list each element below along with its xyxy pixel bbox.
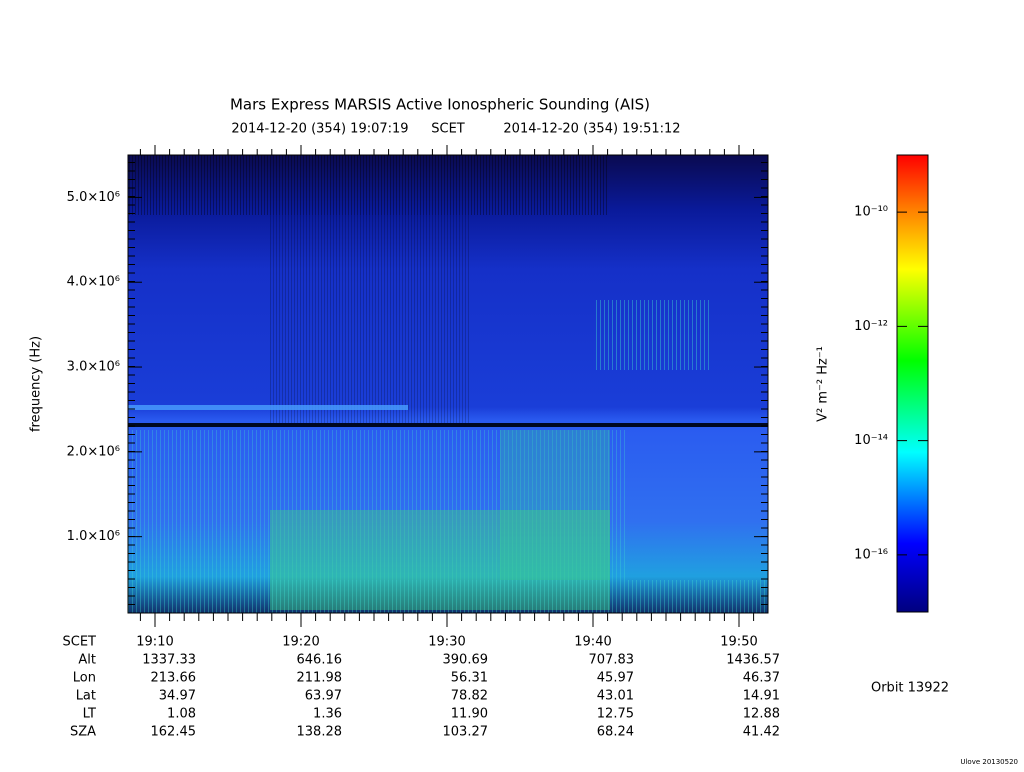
y-tick-label: 5.0×10⁶ xyxy=(67,190,120,205)
colorbar-tick-label: 10⁻¹² xyxy=(854,319,888,334)
y-tick-label: 1.0×10⁶ xyxy=(67,529,120,544)
x-tick-label: 19:30 xyxy=(428,635,465,650)
row-value: 12.75 xyxy=(597,707,634,722)
start-time: 2014-12-20 (354) 19:07:19 xyxy=(231,122,408,137)
x-tick-label: 19:10 xyxy=(136,635,173,650)
x-tick-label: 19:40 xyxy=(574,635,611,650)
version: Ulove 20130520 xyxy=(960,758,1018,766)
row-value: 103.27 xyxy=(443,725,489,740)
row-value: 390.69 xyxy=(443,653,489,668)
y-tick-label: 4.0×10⁶ xyxy=(67,275,120,290)
colorbar-label: V² m⁻² Hz⁻¹ xyxy=(816,346,831,422)
row-label: SCET xyxy=(63,635,97,650)
row-value: 213.66 xyxy=(151,671,197,686)
row-value: 45.97 xyxy=(597,671,634,686)
row-value: 646.16 xyxy=(297,653,343,668)
colorbar-tick-label: 10⁻¹⁰ xyxy=(854,205,888,220)
row-value: 56.31 xyxy=(451,671,488,686)
row-value: 34.97 xyxy=(159,689,196,704)
row-value: 63.97 xyxy=(305,689,342,704)
row-value: 43.01 xyxy=(597,689,634,704)
row-value: 211.98 xyxy=(297,671,343,686)
row-value: 138.28 xyxy=(297,725,343,740)
row-value: 11.90 xyxy=(451,707,488,722)
row-value: 68.24 xyxy=(597,725,634,740)
orbit: Orbit 13922 xyxy=(871,681,949,696)
row-value: 41.42 xyxy=(743,725,780,740)
x-tick-label: 19:50 xyxy=(720,635,757,650)
y-axis-title: frequency (Hz) xyxy=(29,336,44,432)
row-value: 12.88 xyxy=(743,707,780,722)
time-label: SCET xyxy=(431,122,465,137)
row-value: 1337.33 xyxy=(142,653,196,668)
colorbar-tick-label: 10⁻¹⁴ xyxy=(854,433,888,448)
row-value: 14.91 xyxy=(743,689,780,704)
y-tick-label: 2.0×10⁶ xyxy=(67,444,120,459)
row-label: Lat xyxy=(76,689,96,704)
x-tick-label: 19:20 xyxy=(282,635,319,650)
row-label: LT xyxy=(83,707,96,722)
row-value: 1436.57 xyxy=(726,653,780,668)
colorbar xyxy=(896,154,929,613)
row-value: 162.45 xyxy=(151,725,197,740)
row-value: 1.36 xyxy=(313,707,342,722)
row-value: 1.08 xyxy=(167,707,196,722)
row-label: SZA xyxy=(70,725,96,740)
row-label: Alt xyxy=(78,653,96,668)
row-value: 46.37 xyxy=(743,671,780,686)
spectrogram-image xyxy=(128,155,768,613)
minor-ticks xyxy=(128,149,768,621)
end-time: 2014-12-20 (354) 19:51:12 xyxy=(503,122,680,137)
row-value: 78.82 xyxy=(451,689,488,704)
y-tick-label: 3.0×10⁶ xyxy=(67,360,120,375)
colorbar-tick-label: 10⁻¹⁶ xyxy=(854,547,888,562)
row-value: 707.83 xyxy=(589,653,635,668)
chart-title: Mars Express MARSIS Active Ionospheric S… xyxy=(230,96,650,114)
row-label: Lon xyxy=(73,671,96,686)
